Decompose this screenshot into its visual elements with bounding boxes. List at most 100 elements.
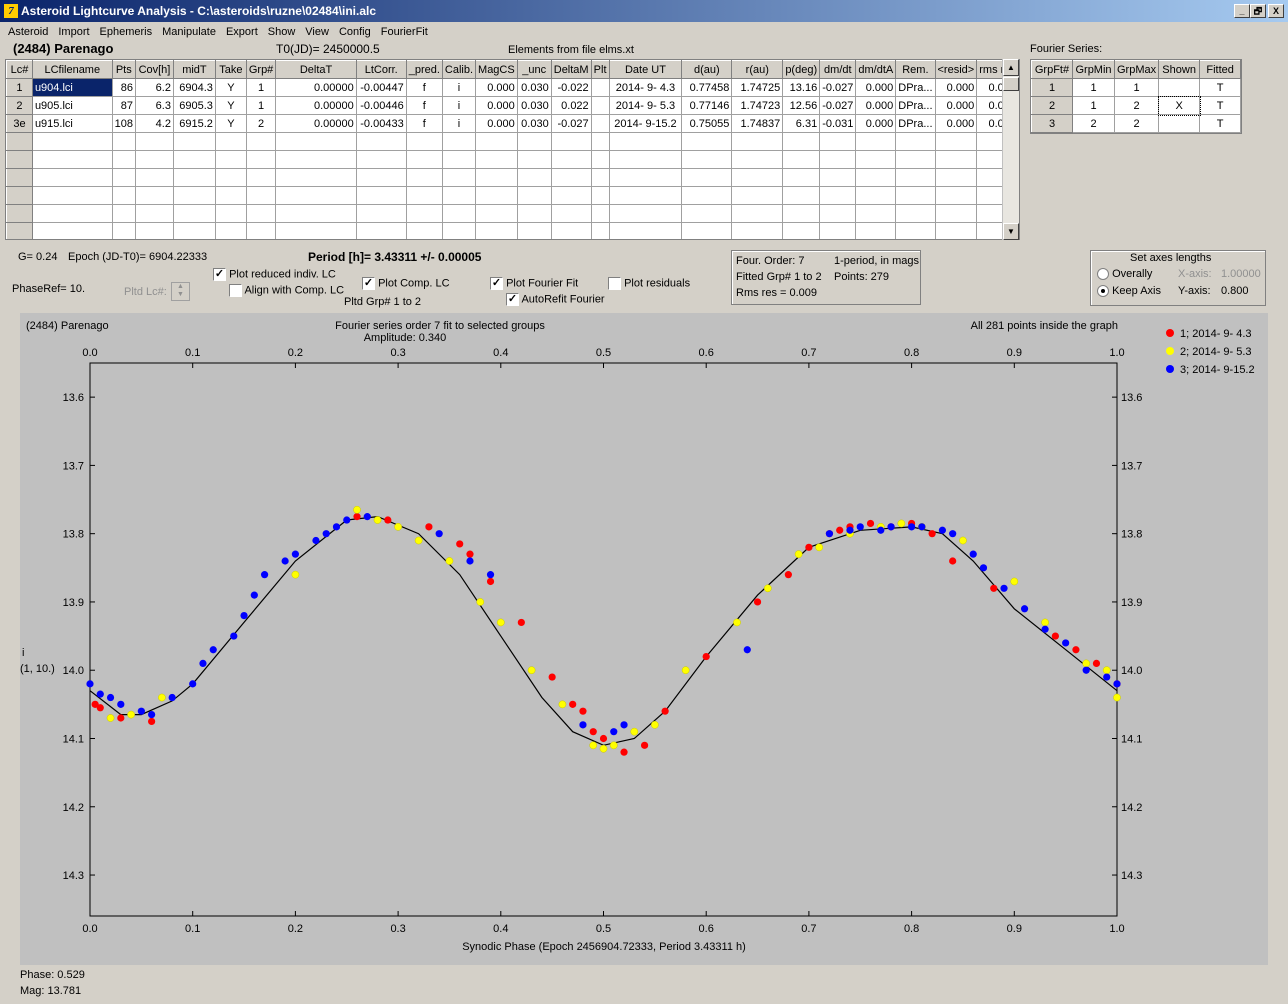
table-cell[interactable]: 1 — [1113, 78, 1160, 97]
table-cell[interactable] — [6, 204, 33, 223]
table-cell[interactable] — [1158, 114, 1201, 133]
table-cell[interactable] — [855, 186, 897, 205]
table-cell[interactable] — [355, 168, 407, 187]
table-cell[interactable] — [681, 186, 733, 205]
table-cell[interactable]: u915.lci — [31, 114, 113, 133]
table-cell[interactable] — [405, 186, 443, 205]
minimize-button[interactable]: _ — [1234, 4, 1250, 18]
table-cell[interactable]: 4.2 — [134, 114, 174, 133]
table-cell[interactable] — [550, 132, 592, 151]
table-cell[interactable] — [782, 204, 821, 223]
table-cell[interactable]: 2014- 9- 5.3 — [608, 96, 683, 115]
table-cell[interactable] — [731, 168, 784, 187]
table-cell[interactable] — [731, 150, 784, 169]
table-cell[interactable] — [405, 168, 443, 187]
row-header[interactable]: 3e — [6, 114, 33, 133]
table-cell[interactable] — [1158, 78, 1201, 97]
table-cell[interactable]: 87 — [111, 96, 136, 115]
lc-column-header[interactable]: DeltaT — [275, 60, 357, 79]
table-cell[interactable]: X — [1157, 95, 1201, 116]
table-cell[interactable] — [172, 186, 216, 205]
table-cell[interactable]: 6.31 — [782, 114, 821, 133]
table-cell[interactable] — [245, 222, 277, 239]
table-cell[interactable]: 108 — [111, 114, 136, 133]
fourier-column-header[interactable]: Shown — [1158, 60, 1201, 79]
row-header[interactable]: 1 — [6, 78, 33, 97]
align-checkbox[interactable]: Align with Comp. LC — [229, 284, 344, 297]
fourier-column-header[interactable]: GrpFt# — [1031, 60, 1073, 79]
table-cell[interactable]: 6905.3 — [172, 96, 216, 115]
table-cell[interactable] — [516, 222, 552, 239]
table-cell[interactable] — [516, 186, 552, 205]
lc-table-empty-row[interactable] — [6, 150, 1019, 169]
table-cell[interactable]: 0.000 — [855, 114, 897, 133]
table-cell[interactable] — [608, 186, 683, 205]
table-cell[interactable] — [441, 168, 477, 187]
table-cell[interactable] — [172, 222, 216, 239]
autorefit-checkbox[interactable]: ✓ AutoRefit Fourier — [506, 293, 605, 306]
table-cell[interactable] — [441, 204, 477, 223]
table-cell[interactable] — [441, 186, 477, 205]
table-cell[interactable]: 2014- 9-15.2 — [608, 114, 683, 133]
table-cell[interactable]: 0.00000 — [275, 114, 357, 133]
table-cell[interactable] — [405, 204, 443, 223]
table-cell[interactable]: 0.00000 — [275, 96, 357, 115]
lc-table-empty-row[interactable] — [6, 132, 1019, 151]
table-cell[interactable]: 1 — [245, 78, 277, 97]
table-cell[interactable]: 0.030 — [516, 78, 552, 97]
table-cell[interactable] — [6, 168, 33, 187]
table-cell[interactable]: -0.00447 — [355, 78, 407, 97]
table-cell[interactable]: 6.3 — [134, 96, 174, 115]
table-cell[interactable] — [516, 204, 552, 223]
table-cell[interactable]: 6915.2 — [172, 114, 216, 133]
table-cell[interactable]: 0.000 — [934, 114, 978, 133]
table-cell[interactable] — [681, 222, 733, 239]
fourier-column-header[interactable]: Fitted — [1199, 60, 1242, 79]
table-cell[interactable] — [245, 150, 277, 169]
table-cell[interactable] — [782, 168, 821, 187]
table-cell[interactable] — [441, 222, 477, 239]
table-cell[interactable] — [111, 222, 136, 239]
table-cell[interactable]: -0.027 — [819, 96, 857, 115]
lc-column-header[interactable]: MagCS — [475, 60, 518, 79]
table-cell[interactable] — [590, 96, 610, 115]
table-cell[interactable] — [681, 168, 733, 187]
lc-column-header[interactable]: r(au) — [731, 60, 784, 79]
table-cell[interactable]: i — [441, 114, 477, 133]
lc-column-header[interactable]: LCfilename — [31, 60, 113, 79]
table-cell[interactable] — [214, 132, 247, 151]
table-cell[interactable] — [895, 168, 936, 187]
table-cell[interactable] — [608, 222, 683, 239]
table-cell[interactable]: 2 — [1113, 96, 1160, 115]
table-cell[interactable] — [275, 150, 357, 169]
table-cell[interactable] — [355, 186, 407, 205]
table-cell[interactable]: 2014- 9- 4.3 — [608, 78, 683, 97]
table-cell[interactable]: 0.77458 — [681, 78, 733, 97]
table-cell[interactable]: 1.74725 — [731, 78, 784, 97]
table-cell[interactable] — [111, 186, 136, 205]
table-cell[interactable] — [275, 168, 357, 187]
table-cell[interactable] — [355, 204, 407, 223]
table-cell[interactable]: f — [405, 114, 443, 133]
table-cell[interactable] — [590, 132, 610, 151]
table-cell[interactable] — [172, 204, 216, 223]
table-cell[interactable]: 1 — [1072, 96, 1115, 115]
table-cell[interactable] — [134, 168, 174, 187]
table-cell[interactable] — [214, 150, 247, 169]
table-cell[interactable] — [590, 204, 610, 223]
table-cell[interactable] — [934, 168, 978, 187]
close-button[interactable]: X — [1268, 4, 1284, 18]
table-cell[interactable] — [516, 132, 552, 151]
table-cell[interactable] — [590, 222, 610, 239]
table-cell[interactable]: 0.000 — [855, 78, 897, 97]
table-cell[interactable] — [134, 132, 174, 151]
table-cell[interactable] — [275, 132, 357, 151]
table-cell[interactable]: u905.lci — [31, 96, 113, 115]
lc-column-header[interactable]: Pts — [111, 60, 136, 79]
lc-table-empty-row[interactable] — [6, 186, 1019, 205]
table-cell[interactable] — [934, 150, 978, 169]
table-cell[interactable] — [172, 150, 216, 169]
menu-item-config[interactable]: Config — [338, 25, 371, 38]
table-cell[interactable] — [590, 168, 610, 187]
